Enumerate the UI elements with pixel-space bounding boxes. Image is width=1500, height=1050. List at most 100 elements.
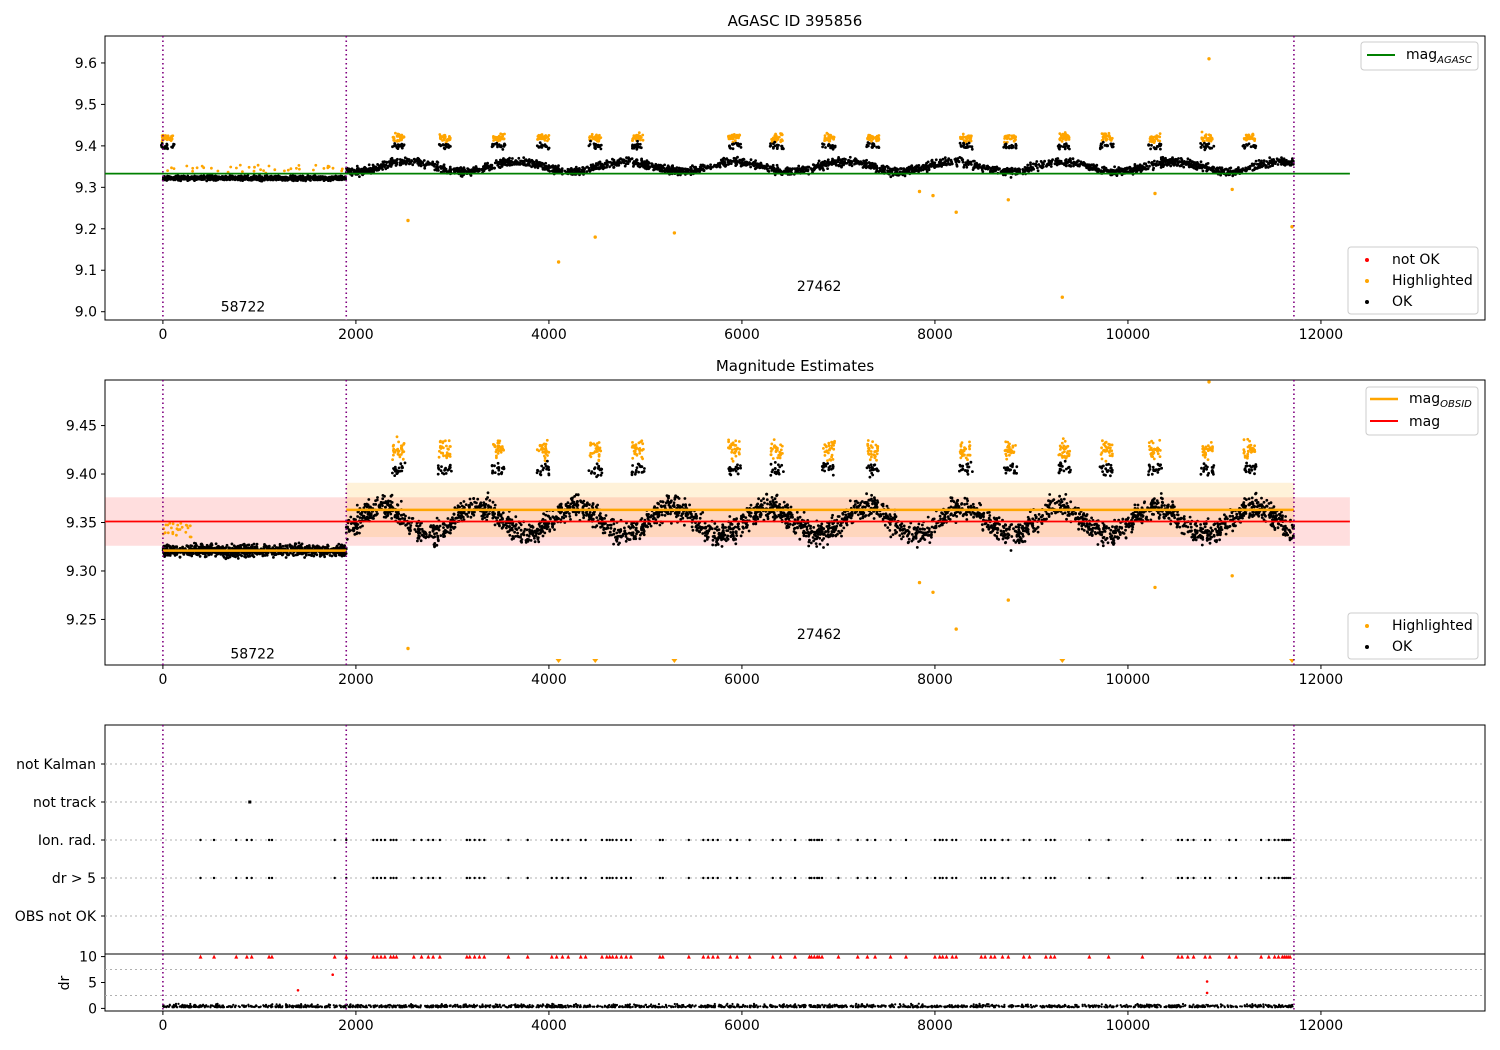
ok-point bbox=[634, 160, 638, 164]
highlighted-point bbox=[872, 137, 875, 141]
ok-point bbox=[1014, 144, 1018, 148]
ok-point bbox=[797, 164, 801, 168]
ok-point bbox=[448, 165, 452, 169]
ok-point bbox=[384, 163, 387, 167]
legend-ok-label: OK bbox=[1392, 294, 1413, 310]
ok-point bbox=[875, 145, 879, 149]
highlighted-point bbox=[731, 136, 735, 139]
ok-point bbox=[893, 166, 897, 170]
outlier-point bbox=[672, 231, 677, 235]
ok-point bbox=[924, 166, 928, 170]
ok-point bbox=[1266, 166, 1270, 169]
ok-point bbox=[847, 160, 850, 163]
ok-point bbox=[1207, 142, 1211, 146]
ok-point bbox=[400, 158, 403, 162]
highlighted-point bbox=[273, 168, 277, 172]
ok-point bbox=[1099, 146, 1102, 150]
ok-point bbox=[1254, 144, 1258, 148]
ok-point bbox=[395, 145, 399, 149]
ok-point bbox=[1272, 159, 1275, 163]
ok-point bbox=[1159, 147, 1162, 151]
ok-point bbox=[507, 159, 511, 163]
ok-point bbox=[732, 159, 735, 163]
ok-point bbox=[433, 168, 437, 172]
ok-point bbox=[1260, 165, 1264, 169]
ok-point bbox=[1036, 169, 1040, 173]
highlighted-point bbox=[1101, 135, 1105, 139]
ok-point bbox=[433, 162, 437, 166]
x-tick-label: 4000 bbox=[531, 327, 567, 343]
highlighted-point bbox=[961, 132, 965, 136]
ok-point bbox=[1085, 164, 1089, 168]
ok-point bbox=[699, 163, 703, 167]
highlighted-point bbox=[590, 132, 594, 136]
x-tick-label: 2000 bbox=[338, 672, 374, 688]
ok-point bbox=[307, 176, 310, 179]
ok-point bbox=[1206, 166, 1209, 170]
ok-point bbox=[645, 167, 648, 171]
highlighted-point bbox=[1150, 137, 1154, 141]
ok-point bbox=[1002, 145, 1006, 149]
ok-point bbox=[170, 145, 174, 149]
ok-point bbox=[177, 176, 181, 180]
ok-point bbox=[182, 176, 186, 179]
ok-point bbox=[548, 169, 552, 173]
highlighted-point bbox=[779, 138, 783, 142]
ok-point bbox=[1192, 165, 1195, 169]
ok-point bbox=[648, 165, 652, 169]
ok-point bbox=[257, 177, 260, 181]
highlighted-point bbox=[448, 135, 451, 138]
ok-point bbox=[574, 165, 578, 169]
ok-point bbox=[1208, 146, 1211, 150]
ok-point bbox=[1199, 163, 1202, 167]
ok-point bbox=[633, 145, 636, 149]
ok-point bbox=[591, 168, 595, 172]
ok-point bbox=[230, 176, 234, 180]
highlighted-point bbox=[1108, 135, 1112, 139]
ok-point bbox=[768, 165, 772, 169]
ok-point bbox=[896, 168, 900, 171]
ok-point bbox=[330, 177, 333, 181]
ok-point bbox=[1195, 162, 1199, 166]
ok-point bbox=[992, 167, 996, 171]
ok-point bbox=[1096, 167, 1100, 171]
ok-point bbox=[1069, 164, 1073, 168]
ok-point bbox=[535, 162, 539, 166]
highlighted-point bbox=[867, 135, 870, 139]
ok-point bbox=[599, 166, 602, 170]
ok-point bbox=[838, 164, 842, 168]
highlighted-point bbox=[1010, 134, 1014, 138]
highlighted-point bbox=[1014, 135, 1017, 139]
ok-point bbox=[296, 176, 300, 179]
ok-point bbox=[278, 176, 282, 180]
highlighted-point bbox=[1154, 137, 1158, 140]
ok-point bbox=[766, 169, 770, 173]
ok-point bbox=[660, 168, 664, 171]
ok-point bbox=[519, 161, 522, 165]
ok-point bbox=[424, 163, 428, 167]
ok-point bbox=[795, 169, 798, 173]
ok-point bbox=[317, 177, 320, 180]
ok-point bbox=[1153, 159, 1156, 163]
ok-point bbox=[886, 169, 889, 173]
ok-point bbox=[664, 168, 667, 172]
ok-point bbox=[1223, 168, 1227, 171]
ok-point bbox=[225, 175, 229, 179]
ok-point bbox=[756, 162, 760, 166]
highlighted-point bbox=[170, 166, 173, 170]
ok-point bbox=[1077, 159, 1080, 163]
ok-point bbox=[1265, 160, 1268, 163]
highlighted-point bbox=[1107, 131, 1111, 135]
ok-point bbox=[535, 144, 539, 148]
outlier-point bbox=[1153, 191, 1157, 196]
ok-point bbox=[327, 176, 331, 180]
ok-point bbox=[1254, 159, 1258, 163]
ok-point bbox=[1177, 160, 1180, 164]
agasc-title: AGASC ID 395856 bbox=[728, 12, 863, 30]
highlighted-point bbox=[1158, 139, 1162, 143]
ok-point bbox=[625, 156, 628, 160]
ok-point bbox=[1058, 147, 1061, 151]
ok-point bbox=[749, 162, 753, 166]
x-tick-label: 8000 bbox=[917, 672, 953, 688]
ok-point bbox=[1285, 162, 1288, 166]
